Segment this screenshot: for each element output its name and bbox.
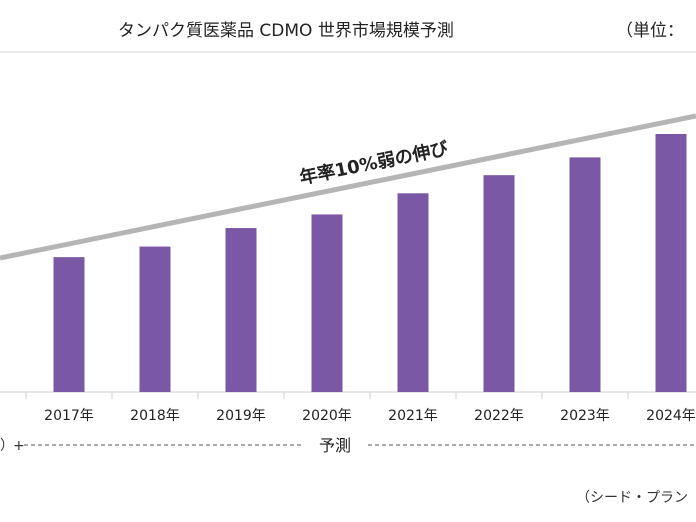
bar-2023年 bbox=[569, 157, 601, 392]
x-axis-ticks: 年2017年2018年2019年2020年2021年2022年2023年2024… bbox=[25, 392, 696, 424]
chart-area: 年2017年2018年2019年2020年2021年2022年2023年2024… bbox=[0, 51, 696, 455]
bar-2017年 bbox=[53, 257, 85, 392]
bar-2021年 bbox=[397, 193, 429, 392]
x-tick-label: 2020年 bbox=[302, 408, 352, 424]
period-left-label: ） bbox=[0, 438, 14, 454]
unit-label: （単位： bbox=[616, 21, 684, 41]
x-tick-label: 2017年 bbox=[44, 408, 94, 424]
source-note: （シード・プラン bbox=[576, 490, 688, 506]
chart-title: タンパク質医薬品 CDMO 世界市場規模予測 bbox=[118, 21, 454, 41]
x-tick-label: 2019年 bbox=[216, 408, 266, 424]
x-tick-label: 2018年 bbox=[130, 408, 180, 424]
period-left-plus: + bbox=[13, 438, 25, 454]
trend-arrow-line bbox=[0, 113, 696, 261]
bar-2022年 bbox=[483, 175, 515, 392]
bars-group bbox=[53, 133, 687, 392]
bar-2020年 bbox=[311, 214, 343, 392]
bar-2018年 bbox=[139, 246, 171, 392]
bar-2024年 bbox=[655, 133, 687, 392]
x-tick-label: 2023年 bbox=[560, 408, 610, 424]
bar-2019年 bbox=[225, 228, 257, 392]
x-tick-label: 2024年 bbox=[646, 408, 696, 424]
forecast-label: 予測 bbox=[319, 436, 351, 455]
x-tick-label: 2022年 bbox=[474, 408, 524, 424]
x-tick-label: 2021年 bbox=[388, 408, 438, 424]
